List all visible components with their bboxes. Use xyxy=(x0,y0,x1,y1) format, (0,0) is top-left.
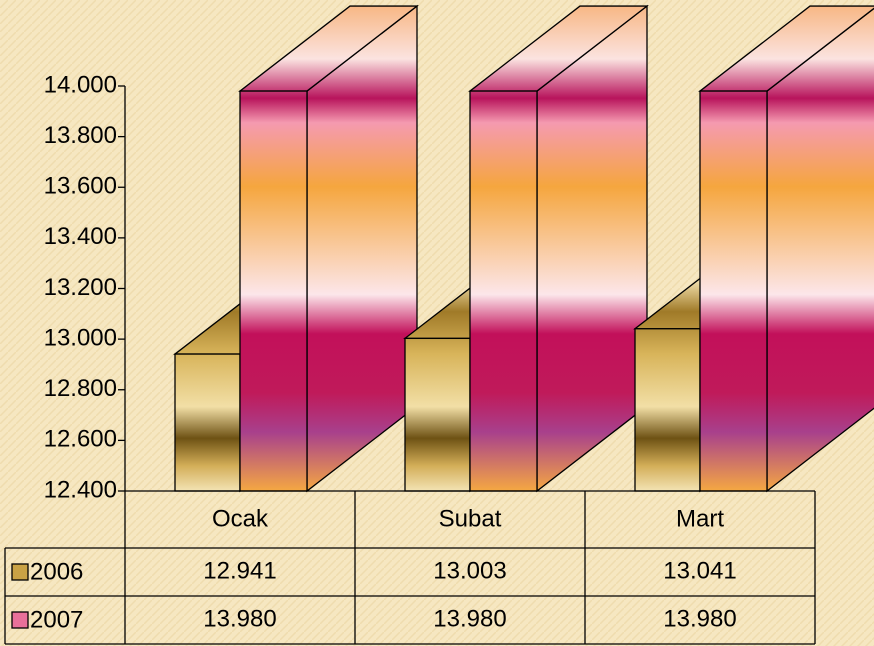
bar xyxy=(468,4,649,493)
bar xyxy=(698,5,874,493)
table-value: 13.980 xyxy=(203,605,276,632)
y-tick-label: 12.400 xyxy=(44,476,117,503)
bar xyxy=(238,4,419,493)
legend-label: 2006 xyxy=(30,558,83,585)
table-value: 12.941 xyxy=(203,557,276,584)
legend-label: 2007 xyxy=(30,606,83,633)
y-tick-label: 14.000 xyxy=(44,71,117,98)
y-tick-label: 13.400 xyxy=(44,223,117,250)
bar-front xyxy=(174,353,241,492)
y-tick-label: 12.600 xyxy=(44,426,117,453)
x-tick-label: Ocak xyxy=(212,505,269,532)
x-tick-label: Subat xyxy=(439,505,502,532)
table-value: 13.980 xyxy=(663,605,736,632)
bar-front xyxy=(404,337,471,492)
y-tick-label: 13.000 xyxy=(44,324,117,351)
legend-swatch xyxy=(11,611,29,629)
bar-front xyxy=(699,90,768,492)
y-tick-label: 13.800 xyxy=(44,122,117,149)
table-value: 13.980 xyxy=(433,605,506,632)
y-tick-label: 13.200 xyxy=(44,274,117,301)
y-tick-label: 12.800 xyxy=(44,375,117,402)
y-tick-label: 13.600 xyxy=(44,173,117,200)
legend-swatch xyxy=(11,563,29,581)
x-tick-label: Mart xyxy=(676,505,724,532)
table-value: 13.041 xyxy=(663,557,736,584)
table-value: 13.003 xyxy=(433,557,506,584)
bar-front xyxy=(239,90,308,492)
bar-front xyxy=(469,90,538,492)
bar-front xyxy=(634,328,701,492)
